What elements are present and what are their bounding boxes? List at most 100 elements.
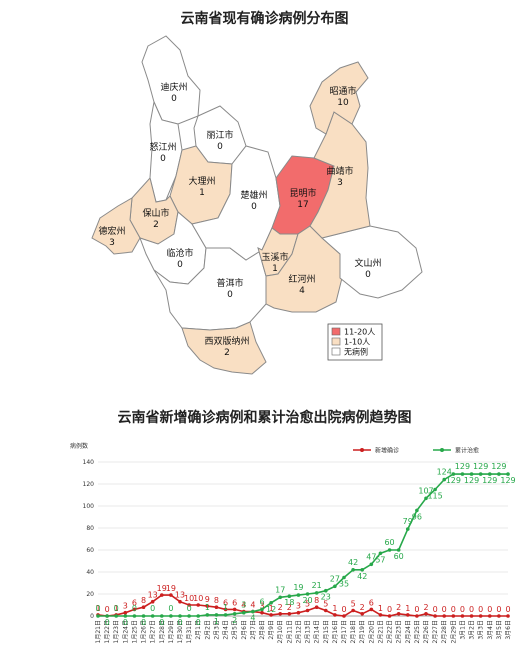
point-1-30: [369, 562, 374, 567]
data-label-1-39: 129: [446, 476, 461, 485]
data-label-0-7: 19: [157, 584, 167, 593]
data-label-0-11: 10: [193, 594, 203, 603]
point-0-15: [232, 607, 237, 612]
point-0-22: [296, 610, 301, 615]
region-name-11: 玉溪市: [261, 251, 288, 263]
point-0-36: [424, 612, 428, 616]
data-label-1-27: 35: [339, 580, 349, 589]
region-value-1: 0: [217, 142, 223, 152]
point-1-26: [333, 584, 337, 589]
x-tick-25: 2月15日: [323, 620, 330, 643]
region-value-0: 0: [171, 94, 177, 104]
point-0-5: [141, 605, 146, 609]
legend-swatch-2: [331, 347, 341, 356]
point-1-24: [314, 591, 319, 595]
data-label-1-24: 21: [312, 581, 322, 590]
point-1-11: [196, 614, 201, 618]
point-0-33: [396, 612, 401, 616]
point-0-41: [469, 614, 474, 618]
region-name-5: 德宏州: [98, 225, 125, 237]
point-1-10: [187, 614, 191, 618]
data-label-0-2: 1: [114, 604, 119, 613]
data-label-0-41: 0: [469, 605, 474, 614]
x-tick-41: 3月2日: [469, 620, 476, 640]
point-0-28: [351, 608, 355, 613]
point-0-31: [378, 613, 383, 617]
point-0-11: [196, 603, 201, 607]
x-tick-42: 3月3日: [478, 620, 485, 640]
point-1-44: [497, 472, 501, 476]
point-1-16: [241, 610, 246, 615]
point-0-8: [169, 593, 173, 597]
point-1-23: [305, 592, 310, 596]
point-1-4: [132, 614, 137, 618]
data-label-1-15: 2: [232, 616, 237, 625]
region-8: [181, 321, 267, 375]
data-label-0-20: 2: [278, 603, 283, 612]
data-label-1-6: 0: [150, 604, 155, 613]
point-1-40: [460, 472, 465, 476]
data-label-0-17: 4: [250, 601, 255, 610]
x-tick-4: 1月25日: [131, 620, 138, 643]
x-tick-2: 1月23日: [113, 620, 120, 643]
y-tick-6: 120: [83, 481, 95, 488]
x-tick-22: 2月12日: [295, 620, 302, 643]
data-label-1-38: 124: [437, 468, 452, 477]
point-0-30: [369, 607, 374, 612]
data-label-1-4: 0: [132, 604, 137, 613]
point-1-38: [442, 477, 447, 482]
data-label-1-44: 129: [491, 462, 506, 471]
point-1-3: [123, 614, 128, 618]
data-label-0-35: 0: [414, 605, 419, 614]
x-tick-12: 2月2日: [204, 620, 211, 640]
data-label-1-16: 3: [241, 601, 246, 610]
point-1-41: [469, 472, 474, 476]
data-label-0-34: 1: [405, 604, 410, 613]
y-tick-1: 20: [86, 591, 94, 598]
x-tick-29: 2月19日: [359, 620, 366, 643]
point-1-28: [351, 568, 355, 572]
point-0-7: [159, 593, 164, 597]
legend-series-1: 累计治愈: [455, 447, 479, 455]
data-label-1-36: 107: [418, 486, 433, 495]
x-tick-44: 3月5日: [496, 620, 503, 640]
data-label-1-20: 17: [275, 585, 285, 594]
data-label-1-5: 0: [141, 618, 146, 627]
region-name-7: 普洱市: [216, 277, 243, 289]
x-tick-33: 2月23日: [396, 620, 403, 643]
data-label-0-23: 5: [305, 600, 310, 609]
data-label-0-37: 0: [433, 605, 438, 614]
series-line-0: [97, 594, 508, 617]
data-label-1-34: 79: [403, 517, 413, 526]
data-label-1-19: 12: [266, 605, 276, 614]
region-name-9: 楚雄州: [240, 189, 267, 201]
point-0-35: [415, 614, 419, 618]
region-name-12: 红河州: [288, 273, 315, 285]
x-tick-14: 2月4日: [223, 620, 230, 640]
point-1-12: [205, 613, 210, 617]
x-tick-40: 3月1日: [459, 620, 466, 640]
data-label-1-22: 19: [293, 583, 303, 592]
region-value-12: 4: [299, 286, 305, 296]
region-name-13: 文山州: [354, 257, 381, 269]
point-1-35: [415, 508, 419, 513]
point-0-43: [487, 614, 492, 618]
y-tick-5: 100: [83, 503, 95, 510]
data-label-0-45: 0: [505, 605, 510, 614]
x-tick-1: 1月22日: [104, 620, 111, 643]
x-tick-23: 2月13日: [305, 620, 312, 643]
region-value-9: 0: [251, 202, 257, 212]
region-15: [309, 61, 369, 135]
data-label-0-8: 19: [166, 584, 176, 593]
data-label-0-19: 1: [269, 604, 274, 613]
point-0-12: [205, 604, 210, 608]
data-label-0-12: 9: [205, 595, 210, 604]
x-tick-24: 2月14日: [314, 620, 321, 643]
region-value-13: 0: [365, 270, 371, 280]
data-label-1-2: 0: [114, 604, 119, 613]
region-value-7: 0: [227, 290, 233, 300]
point-0-13: [214, 605, 219, 609]
data-label-1-32: 60: [384, 538, 394, 547]
data-label-0-14: 6: [223, 598, 228, 607]
